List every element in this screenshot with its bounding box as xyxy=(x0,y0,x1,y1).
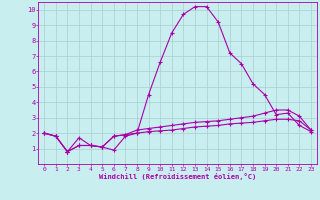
X-axis label: Windchill (Refroidissement éolien,°C): Windchill (Refroidissement éolien,°C) xyxy=(99,173,256,180)
